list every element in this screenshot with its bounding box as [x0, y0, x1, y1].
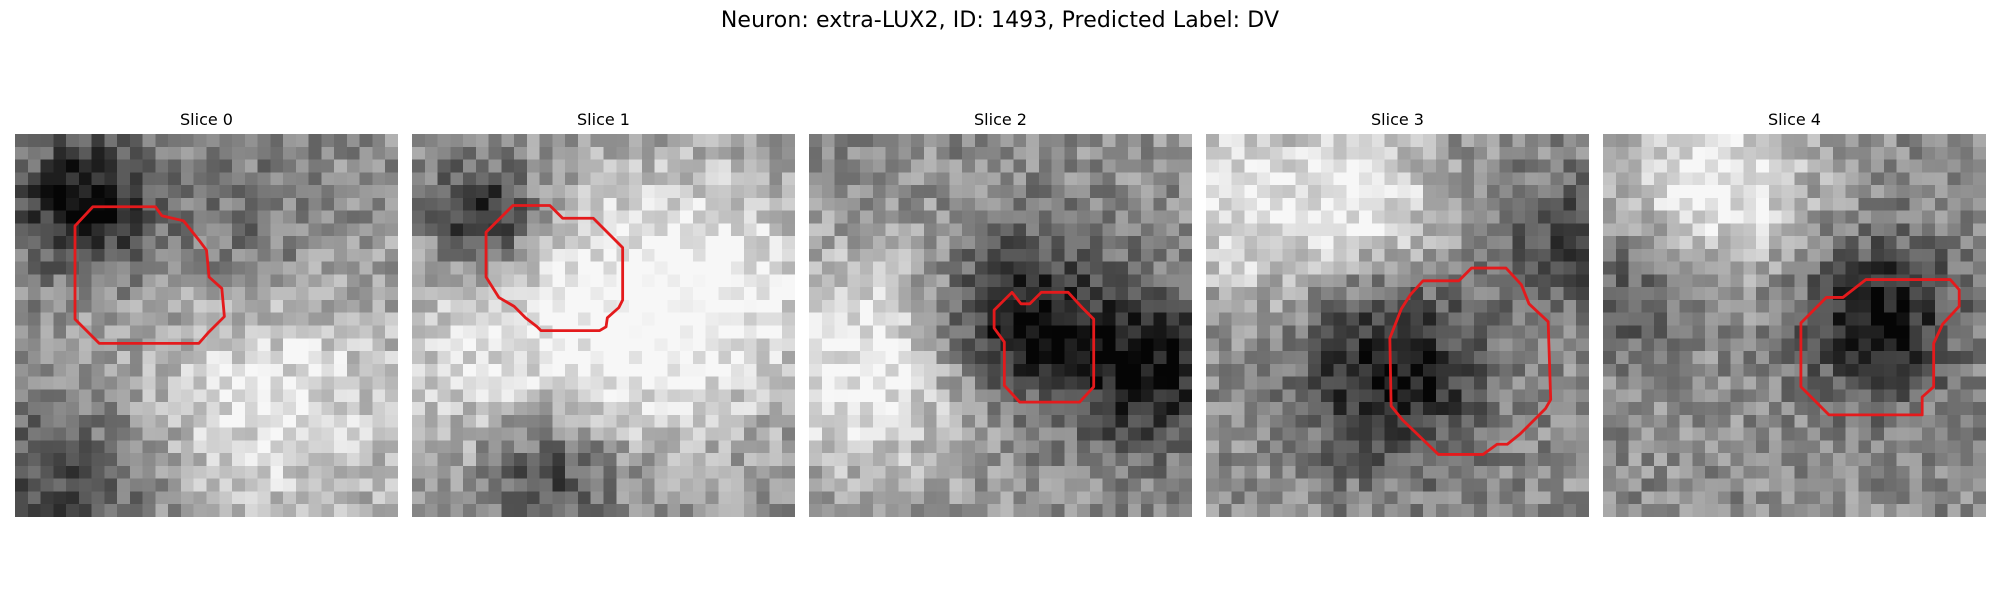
slice-image: [809, 134, 1192, 517]
slice-title: Slice 2: [974, 110, 1027, 129]
segmentation-contour: [484, 204, 625, 333]
slice-title: Slice 1: [577, 110, 630, 129]
slice-panel-2: Slice 2: [809, 108, 1192, 517]
slice-panel-3: Slice 3: [1206, 108, 1589, 517]
slice-image: [412, 134, 795, 517]
slice-panel-4: Slice 4: [1603, 108, 1986, 517]
segmentation-contour: [1799, 278, 1961, 417]
slice-image: [1206, 134, 1589, 517]
grayscale-patch: [1603, 134, 1986, 517]
grayscale-patch: [15, 134, 398, 517]
slice-image: [15, 134, 398, 517]
segmentation-contour: [992, 290, 1096, 404]
slice-panel-1: Slice 1: [412, 108, 795, 517]
grayscale-patch: [1206, 134, 1589, 517]
grayscale-patch: [809, 134, 1192, 517]
slice-title: Slice 0: [180, 110, 233, 129]
slice-title: Slice 3: [1371, 110, 1424, 129]
figure-title: Neuron: extra-LUX2, ID: 1493, Predicted …: [720, 8, 1280, 33]
slice-title: Slice 4: [1768, 110, 1821, 129]
grayscale-patch: [412, 134, 795, 517]
slice-image: [1603, 134, 1986, 517]
segmentation-contour: [73, 205, 226, 345]
segmentation-contour: [1388, 266, 1553, 456]
slice-panel-0: Slice 0: [15, 108, 398, 517]
